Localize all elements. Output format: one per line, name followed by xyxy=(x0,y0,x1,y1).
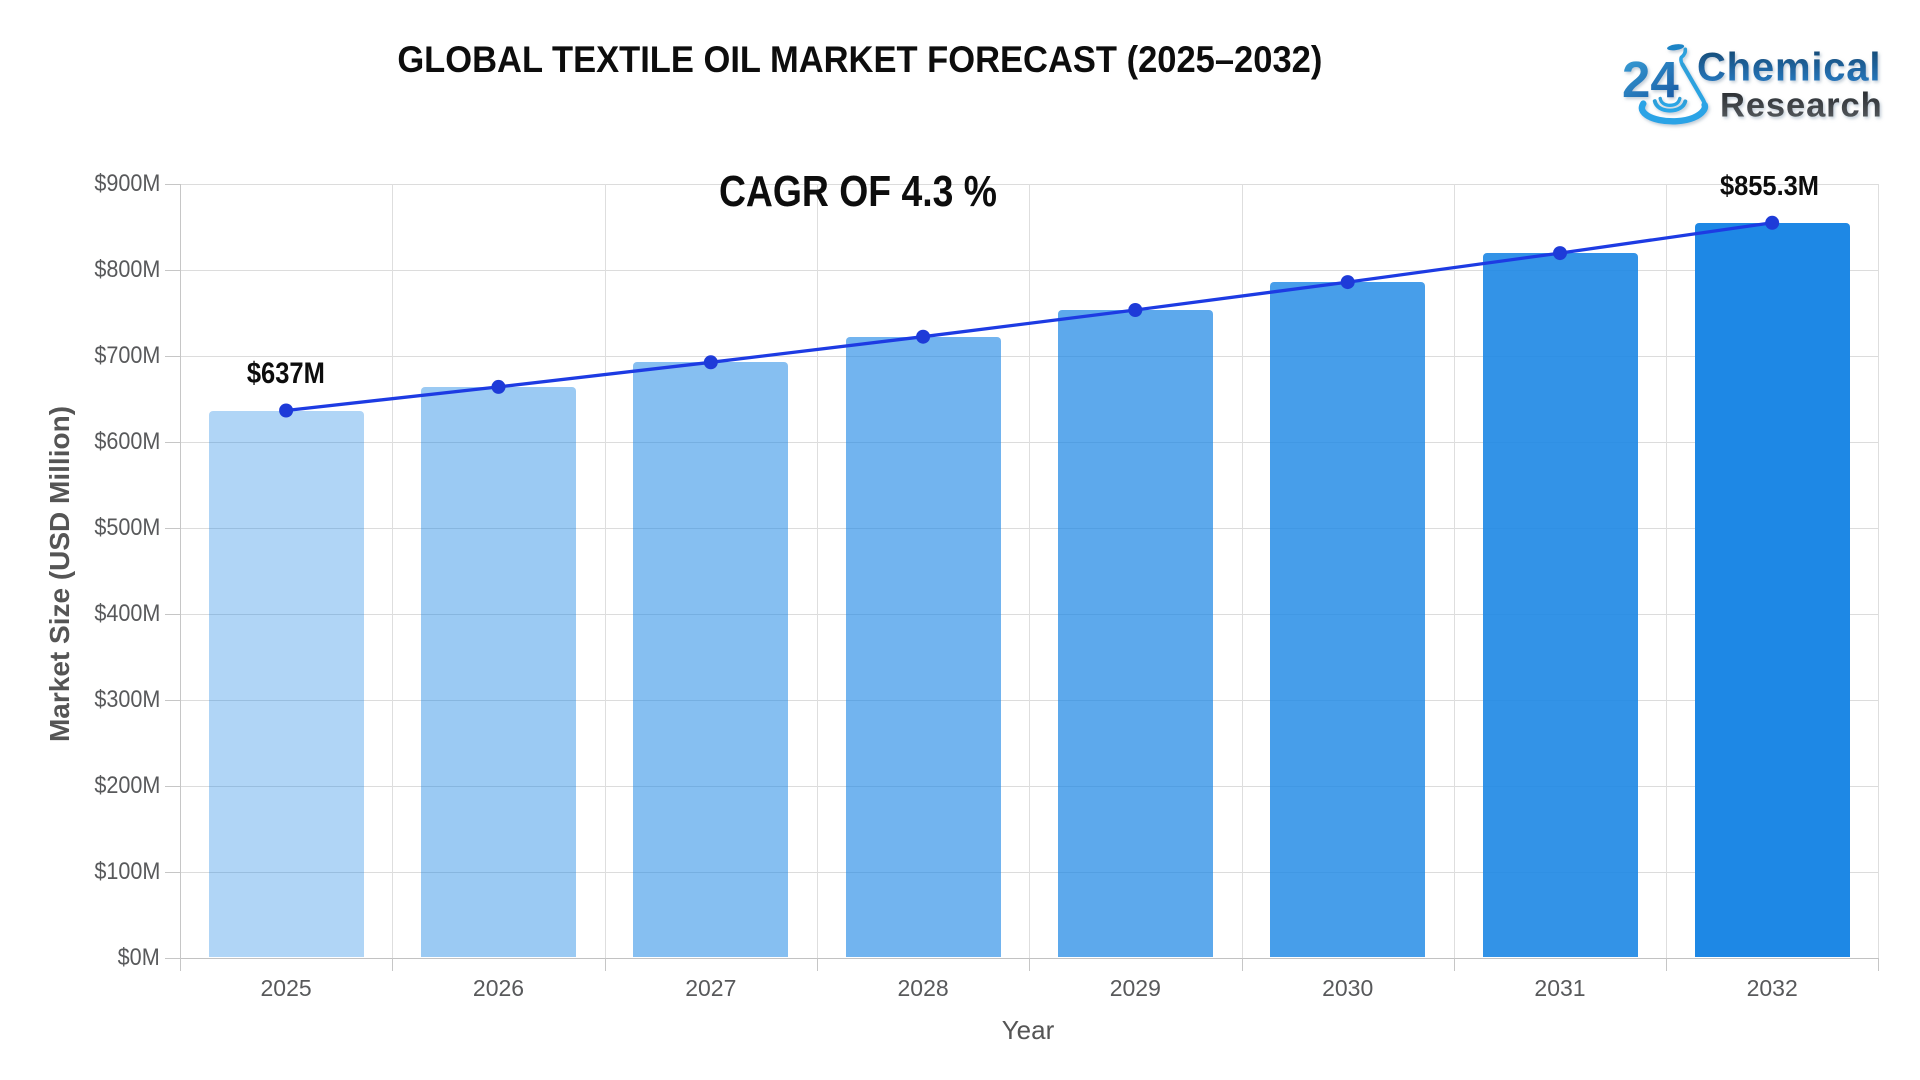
svg-text:Chemical: Chemical xyxy=(1697,46,1881,90)
svg-text:Research: Research xyxy=(1720,87,1883,125)
svg-text:24: 24 xyxy=(1622,51,1679,108)
